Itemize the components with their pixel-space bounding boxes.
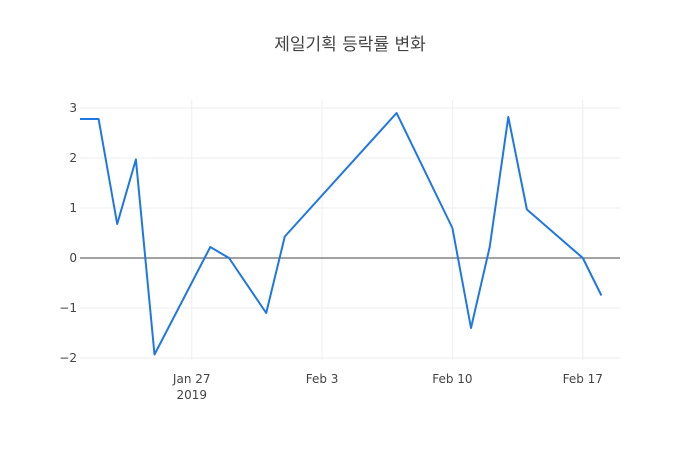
- x-axis-ticks: Jan 27 2019 Feb 3 Feb 10 Feb 17: [172, 372, 603, 402]
- y-tick-label: −2: [59, 351, 77, 365]
- y-tick-label: 2: [69, 151, 77, 165]
- y-tick-label: 0: [69, 251, 77, 265]
- x-tick-year-label: 2019: [176, 388, 207, 402]
- x-tick-label: Feb 17: [563, 372, 603, 386]
- x-tick-label: Feb 3: [306, 372, 339, 386]
- series-line: [80, 112, 603, 356]
- x-tick-label: Feb 10: [432, 372, 472, 386]
- chart-title: 제일기획 등락률 변화: [274, 35, 426, 55]
- series-group: [80, 112, 603, 356]
- x-tick-label: Jan 27: [172, 372, 211, 386]
- y-tick-label: −1: [59, 301, 77, 315]
- y-axis-ticks: 3 2 1 0 −1 −2: [59, 101, 77, 365]
- gridlines: [80, 100, 620, 360]
- y-tick-label: 1: [69, 201, 77, 215]
- y-tick-label: 3: [69, 101, 77, 115]
